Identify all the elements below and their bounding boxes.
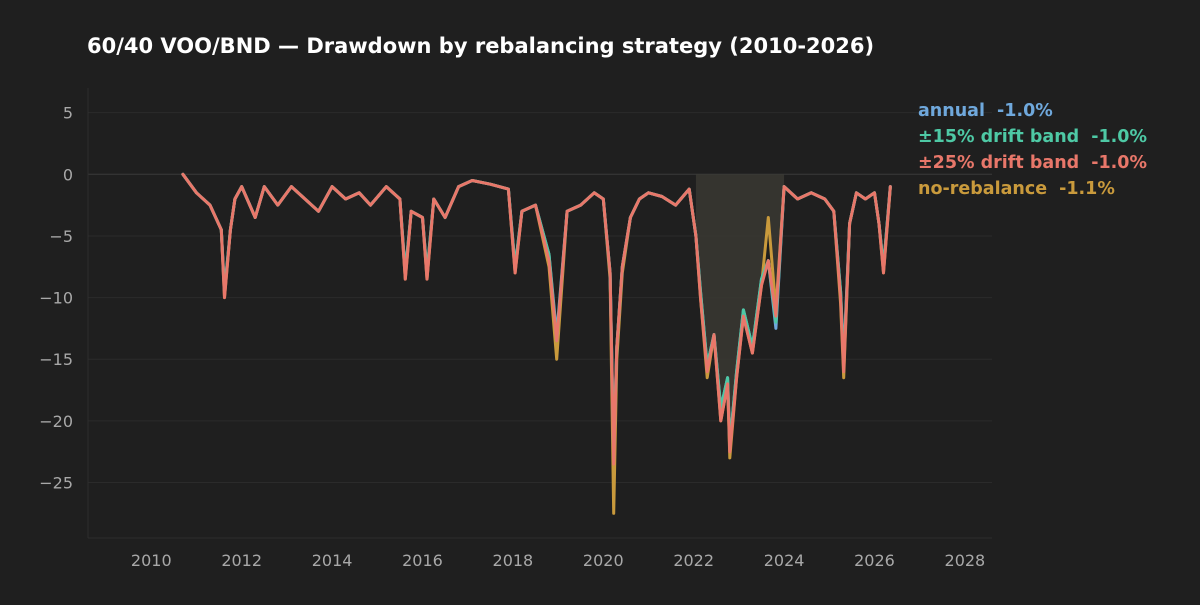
legend-series-name: ±25% drift band [918,153,1079,173]
legend-entry: no-rebalance -1.1% [918,179,1115,199]
y-tick-label: 5 [63,104,73,123]
axes: 5 0 −5 −10 −15 −20 −25 2010 2012 2014 2016 2018 2020… [39,88,992,570]
legend-final-value: -1.0% [1091,127,1147,147]
y-tick-label: −15 [39,350,73,369]
legend-entry: ±25% drift band -1.0% [918,153,1147,173]
x-tick-label: 2014 [312,551,353,570]
x-tick-label: 2010 [131,551,172,570]
legend-entry: ±15% drift band -1.0% [918,127,1147,147]
x-tick-label: 2026 [854,551,895,570]
x-tick-label: 2022 [673,551,714,570]
legend-series-name: no-rebalance [918,179,1047,199]
legend-series-name: ±15% drift band [918,127,1079,147]
x-tick-label: 2018 [493,551,534,570]
x-tick-label: 2020 [583,551,624,570]
chart-title: 60/40 VOO/BND — Drawdown by rebalancing … [87,34,874,58]
legend: annual -1.0%±15% drift band -1.0%±25% drif… [918,101,1147,199]
series-line-3 [181,172,892,515]
legend-final-value: -1.0% [997,101,1053,121]
y-tick-label: 0 [63,165,73,184]
drawdown-shade [695,174,785,458]
legend-series-name: annual [918,101,985,121]
legend-final-value: -1.1% [1059,179,1115,199]
y-tick-label: −25 [39,474,73,493]
y-tick-label: −5 [49,227,73,246]
series-lines [181,172,892,515]
x-tick-label: 2028 [945,551,986,570]
grid [88,112,992,484]
legend-final-value: -1.0% [1091,153,1147,173]
y-tick-label: −20 [39,412,73,431]
shaded-region [695,174,785,458]
series-line-2 [181,172,892,466]
x-tick-label: 2024 [764,551,805,570]
x-tick-label: 2016 [402,551,443,570]
legend-entry: annual -1.0% [918,101,1053,121]
y-tick-label: −10 [39,289,73,308]
x-tick-label: 2012 [221,551,262,570]
